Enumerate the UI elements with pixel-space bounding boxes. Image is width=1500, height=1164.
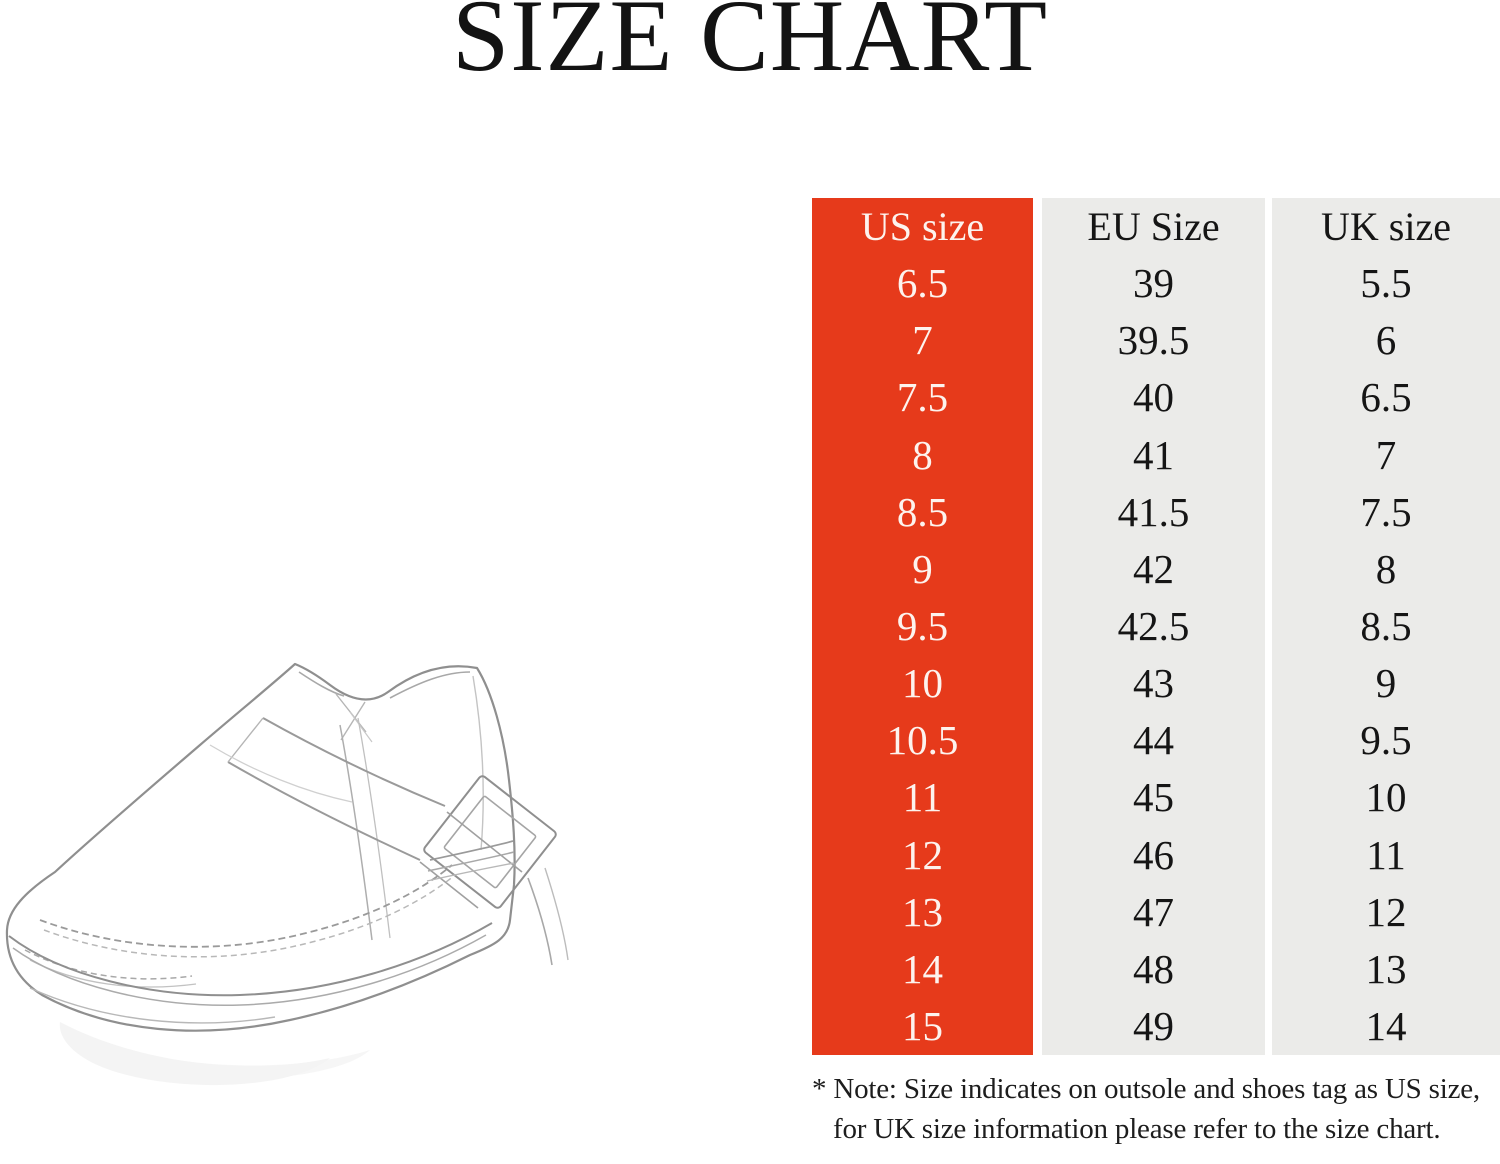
size-cell-uk: 13 (1365, 945, 1407, 992)
size-table: US size 6.5 7 7.5 8 8.5 9 9.5 10 10.5 11 12 13 14 15 EU… (812, 198, 1500, 1055)
size-cell-us: 8 (912, 431, 933, 478)
size-cell-uk: 14 (1365, 1003, 1407, 1050)
size-cell-eu: 48 (1133, 945, 1174, 992)
size-cell-uk: 11 (1366, 831, 1406, 878)
size-cell-eu: 39.5 (1117, 317, 1190, 364)
page-title: SIZE CHART (451, 0, 1049, 93)
size-cell-eu: 47 (1133, 888, 1174, 935)
column-header-us: US size (860, 203, 985, 249)
size-cell-uk: 12 (1365, 888, 1407, 935)
size-cell-eu: 46 (1133, 831, 1174, 878)
size-cell-us: 10 (902, 660, 943, 707)
size-cell-eu: 39 (1133, 260, 1174, 307)
size-cell-us: 8.5 (896, 488, 949, 535)
size-cell-uk: 6 (1375, 317, 1397, 364)
size-cell-uk: 10 (1365, 774, 1407, 821)
size-cell-us: 12 (902, 831, 943, 878)
size-cell-uk: 9 (1375, 660, 1397, 707)
size-cell-uk: 5.5 (1360, 260, 1412, 307)
note-line-2: for UK size information please refer to … (833, 1113, 1441, 1145)
size-cell-eu: 49 (1133, 1003, 1174, 1050)
size-cell-us: 9.5 (896, 603, 949, 650)
size-cell-us: 6.5 (896, 260, 949, 307)
size-cell-us: 9 (912, 545, 933, 592)
column-us: US size 6.5 7 7.5 8 8.5 9 9.5 10 10.5 11 12 13 14 15 (812, 198, 1033, 1055)
size-note: * Note: Size indicates on outsole and sh… (812, 1069, 1480, 1149)
size-cell-us: 11 (902, 774, 943, 821)
size-cell-uk: 8.5 (1360, 603, 1412, 650)
size-cell-us: 13 (902, 888, 943, 935)
column-eu: EU Size 39 39.5 40 41 41.5 42 42.5 43 44 45 46 47 48 4… (1042, 198, 1265, 1055)
size-cell-uk: 7 (1375, 431, 1397, 478)
size-cell-uk: 7.5 (1360, 488, 1412, 535)
column-header-eu: EU Size (1087, 203, 1220, 249)
size-cell-us: 7 (912, 317, 933, 364)
size-cell-eu: 44 (1133, 717, 1174, 764)
size-cell-uk: 9.5 (1360, 717, 1412, 764)
size-cell-eu: 42.5 (1117, 603, 1190, 650)
size-cell-uk: 6.5 (1360, 374, 1412, 421)
size-cell-us: 7.5 (896, 374, 949, 421)
size-cell-eu: 43 (1133, 660, 1174, 707)
size-cell-us: 10.5 (886, 717, 959, 764)
column-uk: UK size 5.5 6 6.5 7 7.5 8 8.5 9 9.5 10 11 12 13 14 (1272, 198, 1500, 1055)
size-cell-eu: 45 (1133, 774, 1174, 821)
note-line-1: * Note: Size indicates on outsole and sh… (812, 1073, 1480, 1105)
size-cell-eu: 41.5 (1117, 488, 1190, 535)
size-cell-eu: 40 (1133, 374, 1174, 421)
shoe-illustration (0, 620, 810, 1164)
size-cell-uk: 8 (1375, 545, 1397, 592)
size-cell-eu: 41 (1133, 431, 1174, 478)
shoe-sketch-icon (5, 662, 569, 1086)
column-header-uk: UK size (1321, 203, 1451, 249)
size-cell-us: 14 (902, 945, 943, 992)
size-cell-eu: 42 (1133, 545, 1174, 592)
size-cell-us: 15 (902, 1003, 943, 1050)
